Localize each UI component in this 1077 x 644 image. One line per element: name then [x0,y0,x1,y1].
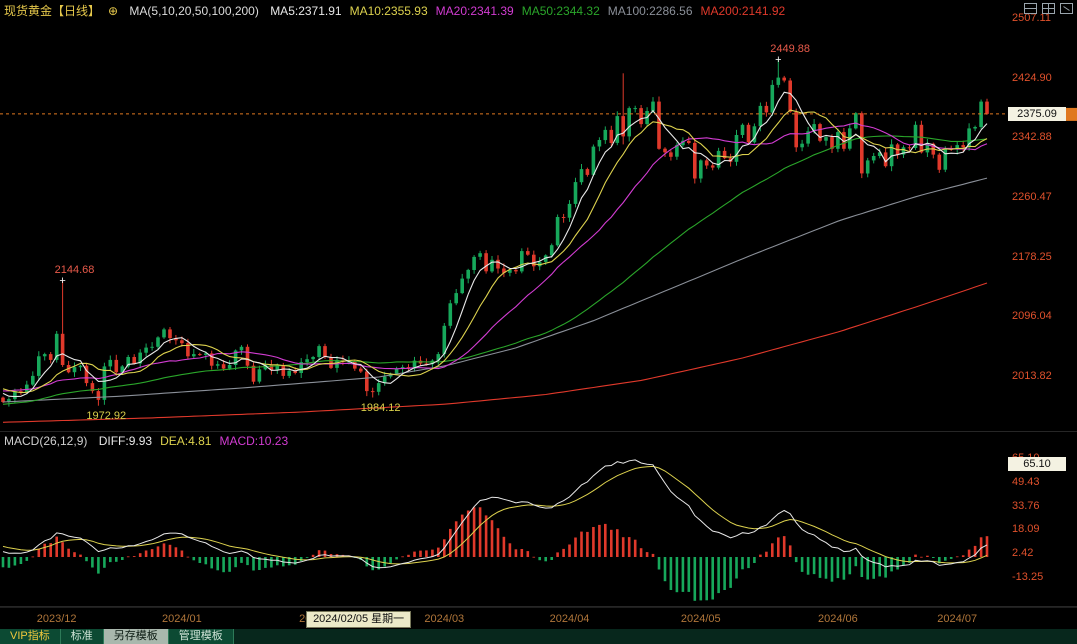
indicator-value: MA50:2344.32 [521,4,600,18]
time-axis-label: 2024/07 [937,613,978,625]
expand-pane-icon[interactable] [1060,3,1073,14]
macd-axis-max-tag: 65.10 [1008,456,1066,471]
tab-manage-template[interactable]: 管理模板 [168,629,234,644]
time-axis-label: 2024/01 [162,613,202,625]
pane-layout-toolbar [1024,3,1073,14]
price-axis-label: 2096.04 [1012,310,1052,323]
edit-indicator-icon[interactable]: ⊕ [108,4,119,18]
crosshair-date-label: 2024/02/05 星期一 [306,611,412,628]
instrument-title: 现货黄金【日线】 [4,4,101,18]
footer-filler [233,629,1077,644]
time-axis-label: 2023/12 [36,613,77,625]
macd-params-label: MACD(26,12,9) [4,434,88,448]
indicator-value: MA5:2371.91 [270,4,342,18]
price-extreme-annotation: 1984.12 [360,401,401,414]
price-axis-label: 2178.25 [1012,250,1052,263]
macd-header: MACD(26,12,9) DIFF:9.93 DEA:4.81 MACD:10.2… [4,434,304,448]
indicator-value: MA20:2341.39 [435,4,514,18]
ma-params-label: MA(5,10,20,50,100,200) [129,4,259,18]
time-axis-label: 2024/05 [680,613,721,625]
chart-header: 现货黄金【日线】 ⊕ MA(5,10,20,50,100,200) MA5:237… [4,2,801,19]
current-price-tag: 2375.09 [1008,106,1066,121]
price-extreme-annotation: 2144.68 [54,264,95,277]
tab-standard[interactable]: 标准 [60,629,104,644]
time-axis-label: 2024/06 [818,613,858,625]
price-axis-label: 2.42 [1012,547,1034,560]
price-axis-label: 2507.11 [1012,12,1051,25]
extreme-marker-icon: + [775,53,782,66]
price-axis-label: 2342.88 [1012,131,1052,144]
template-toolbar: VIP指标 标准 另存模板 管理模板 [0,629,1077,644]
tab-vip-indicators[interactable]: VIP指标 [0,629,61,644]
indicator-value: MA10:2355.93 [349,4,428,18]
split-pane-icon[interactable] [1024,3,1037,14]
time-axis[interactable]: 2024/02/05 星期一 2023/122024/012024/022024… [0,607,1077,630]
macd-values-readout: DIFF:9.93 DEA:4.81 MACD:10.23 [99,434,296,448]
price-axis-label: 2260.47 [1012,191,1052,204]
extreme-marker-icon: + [59,275,66,288]
indicator-value: MA200:2141.92 [700,4,786,18]
time-axis-label: 2024/04 [549,613,590,625]
price-axis-label: 18.09 [1012,523,1040,536]
ma-values-readout: MA5:2371.91 MA10:2355.93 MA20:2341.39 MA50:… [270,4,793,18]
indicator-value: DIFF:9.93 [98,434,153,448]
grid-pane-icon[interactable] [1042,3,1055,14]
price-axis-label: 2424.90 [1012,71,1052,84]
time-axis-label: 2024/03 [424,613,465,625]
price-axis-label: 2013.82 [1012,369,1052,382]
tab-save-template[interactable]: 另存模板 [103,629,169,644]
indicator-value: DEA:4.81 [160,434,212,448]
price-extreme-annotation: 2449.88 [770,42,811,55]
price-extreme-annotation: 1972.92 [86,409,127,422]
price-axis-label: 33.76 [1012,499,1040,512]
indicator-value: MACD:10.23 [219,434,289,448]
price-axis-label: 49.43 [1012,475,1040,488]
indicator-value: MA100:2286.56 [607,4,693,18]
price-axis-label: -13.25 [1012,571,1044,584]
